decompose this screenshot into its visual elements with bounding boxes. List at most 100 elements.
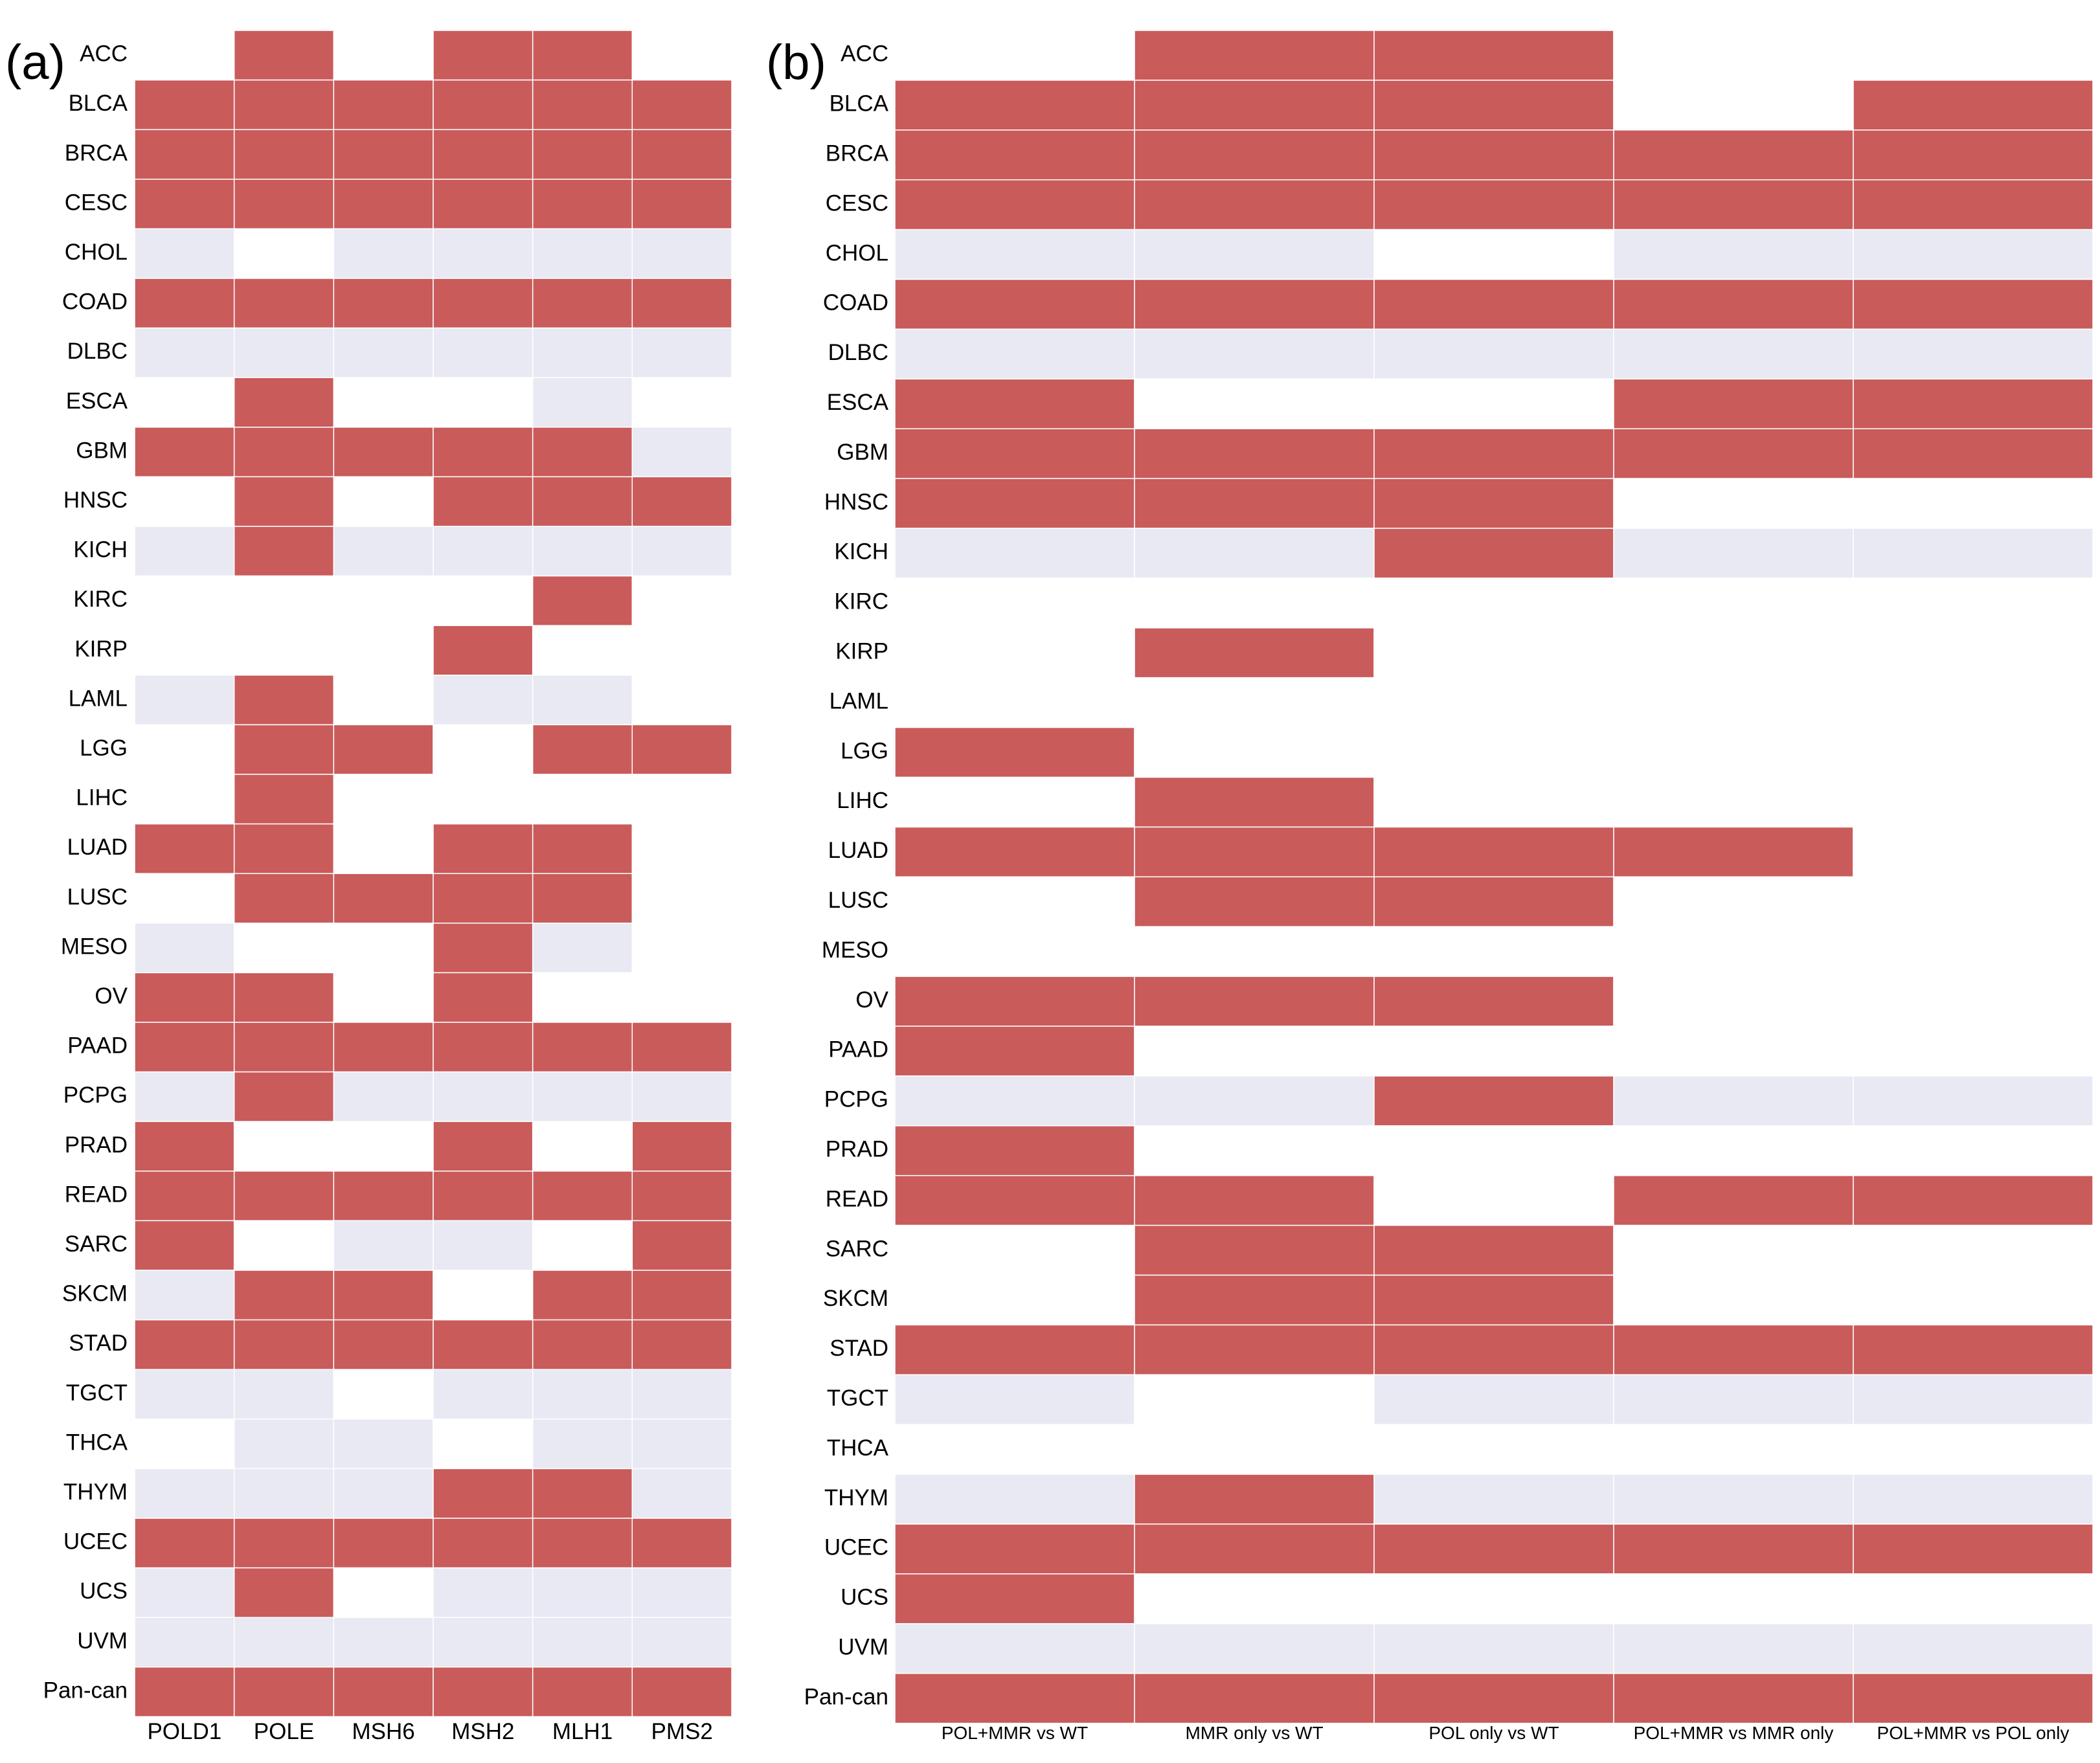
heatmap-cell-a-LUSC-MSH6	[333, 873, 434, 924]
heatmap-cell-a-KICH-POLE	[233, 526, 335, 577]
heatmap-cell-a-UCEC-MSH2	[433, 1518, 534, 1569]
heatmap-cell-a-STAD-MSH6	[333, 1319, 434, 1370]
heatmap-cell-a-HNSC-POLE	[233, 476, 335, 527]
row-label-b-THYM: THYM	[824, 1485, 888, 1510]
heatmap-cell-a-PCPG-PMS2	[631, 1071, 732, 1122]
heatmap-cell-b-KIRP-POL only vs WT	[1373, 627, 1614, 679]
heatmap-cell-a-READ-POLE	[233, 1171, 335, 1222]
heatmap-cell-b-TGCT-POL+MMR vs MMR only	[1613, 1374, 1854, 1425]
heatmap-cell-a-STAD-POLD1	[134, 1319, 235, 1370]
heatmap-cell-b-BLCA-MMR only vs WT	[1134, 80, 1375, 131]
row-label-b-TGCT: TGCT	[827, 1386, 888, 1411]
heatmap-cell-b-DLBC-MMR only vs WT	[1134, 328, 1375, 380]
heatmap-cell-b-LGG-POL only vs WT	[1373, 726, 1614, 778]
heatmap-cell-a-DLBC-PMS2	[631, 327, 732, 378]
heatmap-cell-b-SARC-POL+MMR vs POL only	[1853, 1224, 2094, 1276]
heatmap-cell-a-UCEC-PMS2	[631, 1518, 732, 1569]
row-label-a-SARC: SARC	[65, 1231, 128, 1257]
heatmap-cell-a-DLBC-POLE	[233, 327, 335, 378]
heatmap-cell-b-GBM-POL+MMR vs MMR only	[1613, 428, 1854, 479]
column-label-b-POL+MMR vs POL only: POL+MMR vs POL only	[1877, 1723, 2070, 1743]
row-label-b-BLCA: BLCA	[830, 91, 889, 117]
heatmap-cell-a-Pan-can-POLE	[233, 1667, 335, 1718]
heatmap-cell-b-TGCT-POL+MMR vs WT	[894, 1374, 1135, 1425]
heatmap-cell-b-KIRC-POL+MMR vs POL only	[1853, 578, 2094, 629]
heatmap-cell-b-SARC-MMR only vs WT	[1134, 1224, 1375, 1276]
column-label-a-MSH6: MSH6	[352, 1719, 415, 1744]
heatmap-cell-a-Pan-can-MSH2	[433, 1667, 534, 1718]
heatmap-cell-a-KIRC-MSH2	[433, 575, 534, 626]
row-label-b-READ: READ	[826, 1186, 888, 1211]
heatmap-cell-b-PAAD-MMR only vs WT	[1134, 1026, 1375, 1077]
heatmap-cell-a-THYM-POLE	[233, 1468, 335, 1519]
heatmap-cell-a-SARC-MLH1	[532, 1220, 633, 1271]
heatmap-cell-b-THCA-POL only vs WT	[1373, 1424, 1614, 1475]
heatmap-cell-a-ACC-MSH2	[433, 30, 534, 81]
heatmap-cell-a-PCPG-POLD1	[134, 1071, 235, 1122]
panel-label-b: (b)	[766, 35, 826, 90]
heatmap-cell-b-DLBC-POL only vs WT	[1373, 328, 1614, 380]
heatmap-cell-a-KIRP-PMS2	[631, 625, 732, 676]
row-label-a-LIHC: LIHC	[76, 785, 128, 811]
row-label-b-ACC: ACC	[841, 41, 888, 67]
heatmap-cell-a-CHOL-MSH2	[433, 228, 534, 279]
heatmap-cell-a-PAAD-PMS2	[631, 1022, 732, 1073]
heatmap-cell-b-THYM-MMR only vs WT	[1134, 1474, 1375, 1525]
heatmap-cell-a-DLBC-MSH2	[433, 327, 534, 378]
heatmap-cell-b-UCEC-POL+MMR vs WT	[894, 1523, 1135, 1575]
heatmap-cell-a-MESO-POLD1	[134, 923, 235, 974]
row-label-a-MESO: MESO	[61, 934, 128, 959]
heatmap-cell-a-KIRP-MLH1	[532, 625, 633, 676]
heatmap-cell-a-BLCA-PMS2	[631, 79, 732, 130]
heatmap-cell-b-ACC-MMR only vs WT	[1134, 30, 1375, 81]
row-label-a-ESCA: ESCA	[66, 388, 128, 414]
row-label-b-HNSC: HNSC	[824, 489, 888, 515]
heatmap-cell-b-CESC-POL only vs WT	[1373, 179, 1614, 230]
row-label-b-LAML: LAML	[830, 688, 888, 713]
heatmap-cell-a-CESC-MSH6	[333, 179, 434, 230]
heatmap-cell-b-STAD-MMR only vs WT	[1134, 1324, 1375, 1376]
row-label-b-LUSC: LUSC	[828, 888, 888, 913]
heatmap-cell-b-OV-POL+MMR vs POL only	[1853, 976, 2094, 1027]
heatmap-cell-b-KICH-POL only vs WT	[1373, 528, 1614, 579]
heatmap-cell-a-LAML-MSH6	[333, 675, 434, 726]
heatmap-cell-a-LUSC-PMS2	[631, 873, 732, 924]
heatmap-cell-b-KIRC-MMR only vs WT	[1134, 578, 1375, 629]
row-label-a-COAD: COAD	[62, 289, 128, 315]
heatmap-cell-b-Pan-can-POL+MMR vs MMR only	[1613, 1672, 1854, 1724]
heatmap-cell-b-OV-POL+MMR vs WT	[894, 976, 1135, 1027]
heatmap-cell-a-LIHC-POLD1	[134, 774, 235, 825]
heatmap-cell-b-PCPG-MMR only vs WT	[1134, 1075, 1375, 1127]
heatmap-cell-a-Pan-can-PMS2	[631, 1667, 732, 1718]
heatmap-cell-a-KIRC-POLD1	[134, 575, 235, 626]
heatmap-cell-b-UCS-POL+MMR vs WT	[894, 1573, 1135, 1624]
heatmap-cell-a-LUSC-POLE	[233, 873, 335, 924]
heatmap-cell-a-PCPG-POLE	[233, 1071, 335, 1122]
heatmap-cell-a-SARC-PMS2	[631, 1220, 732, 1271]
heatmap-cell-b-DLBC-POL+MMR vs MMR only	[1613, 328, 1854, 380]
heatmap-cell-a-HNSC-POLD1	[134, 476, 235, 527]
heatmap-cell-b-THYM-POL+MMR vs WT	[894, 1474, 1135, 1525]
heatmap-cell-b-LUAD-POL only vs WT	[1373, 826, 1614, 878]
heatmap-cell-b-UCS-MMR only vs WT	[1134, 1573, 1375, 1624]
heatmap-cell-a-ESCA-POLE	[233, 377, 335, 428]
heatmap-cell-a-THYM-MSH6	[333, 1468, 434, 1519]
heatmap-cell-b-BRCA-POL+MMR vs MMR only	[1613, 129, 1854, 181]
heatmap-cell-b-UVM-MMR only vs WT	[1134, 1623, 1375, 1674]
heatmap-cell-b-LGG-POL+MMR vs POL only	[1853, 726, 2094, 778]
column-label-a-PMS2: PMS2	[651, 1719, 713, 1744]
column-label-a-POLE: POLE	[254, 1719, 314, 1744]
heatmap-cell-b-TGCT-POL only vs WT	[1373, 1374, 1614, 1425]
heatmap-cell-a-PAAD-MSH2	[433, 1022, 534, 1073]
heatmap-cell-b-HNSC-POL+MMR vs MMR only	[1613, 478, 1854, 529]
heatmap-cell-a-CHOL-POLD1	[134, 228, 235, 279]
heatmap-cell-a-BRCA-MLH1	[532, 129, 633, 180]
heatmap-cell-a-UCEC-MLH1	[532, 1518, 633, 1569]
heatmap-cell-b-LIHC-MMR only vs WT	[1134, 776, 1375, 828]
heatmap-cell-a-Pan-can-POLD1	[134, 1667, 235, 1718]
heatmap-cell-b-COAD-POL+MMR vs MMR only	[1613, 278, 1854, 330]
heatmap-cell-a-ACC-MSH6	[333, 30, 434, 81]
heatmap-cell-a-HNSC-PMS2	[631, 476, 732, 527]
row-label-a-UCEC: UCEC	[63, 1529, 128, 1555]
heatmap-cell-a-BLCA-POLE	[233, 79, 335, 130]
